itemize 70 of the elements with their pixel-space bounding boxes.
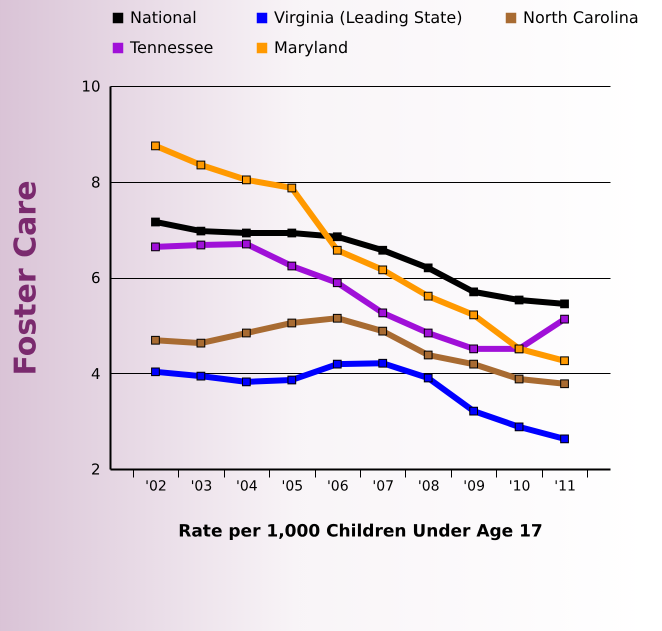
- point: [424, 264, 433, 272]
- point: [560, 434, 569, 444]
- point: [332, 232, 342, 242]
- point: [469, 360, 478, 369]
- point: [196, 226, 206, 236]
- point: [514, 374, 524, 384]
- x-tick-label: '03: [190, 478, 212, 494]
- point: [151, 367, 160, 376]
- legend-label: Tennessee: [129, 38, 214, 57]
- point: [196, 160, 206, 170]
- point: [424, 350, 433, 360]
- point: [514, 296, 524, 304]
- point: [287, 228, 296, 238]
- x-tick-label: '04: [236, 478, 258, 494]
- point: [151, 242, 160, 252]
- legend-label: National: [130, 8, 197, 27]
- point: [332, 246, 342, 255]
- point: [514, 422, 524, 432]
- x-tick-label: '09: [463, 478, 485, 494]
- point: [378, 246, 388, 255]
- legend-label: Virginia (Leading State): [274, 8, 463, 27]
- point: [378, 358, 388, 368]
- point: [332, 314, 342, 323]
- point: [242, 377, 251, 386]
- point: [560, 356, 569, 366]
- point: [332, 360, 342, 369]
- point: [469, 310, 478, 320]
- legend-label: Maryland: [274, 38, 348, 57]
- x-tick-label: '11: [554, 478, 576, 494]
- point: [196, 372, 206, 380]
- point: [469, 344, 478, 354]
- point: [378, 308, 388, 318]
- point: [196, 338, 206, 348]
- x-tick-label: '07: [372, 478, 394, 494]
- point: [242, 240, 251, 248]
- point: [242, 328, 251, 338]
- x-tick-label: '06: [326, 478, 349, 494]
- point: [560, 299, 569, 308]
- x-tick-label: '05: [281, 478, 304, 494]
- point: [151, 218, 160, 226]
- point: [287, 262, 296, 270]
- x-tick-label: '10: [508, 478, 530, 494]
- x-axis-title: Rate per 1,000 Children Under Age 17: [178, 522, 543, 542]
- point: [424, 374, 433, 382]
- point: [378, 326, 388, 336]
- point: [287, 318, 296, 328]
- point: [560, 379, 569, 388]
- point: [242, 228, 251, 238]
- point: [287, 184, 296, 192]
- point: [196, 240, 206, 250]
- point: [469, 287, 478, 296]
- x-tick-label: '02: [145, 478, 167, 494]
- point: [560, 314, 569, 324]
- point: [469, 406, 478, 416]
- y-tick-label: 6: [90, 269, 100, 287]
- point: [242, 175, 251, 184]
- y-tick-label: 8: [90, 173, 100, 192]
- x-tick-label: '08: [418, 478, 440, 494]
- point: [151, 336, 160, 345]
- y-axis-title: Foster Care: [8, 180, 44, 376]
- y-tick-label: 10: [81, 78, 100, 96]
- point: [151, 141, 160, 150]
- point: [378, 265, 388, 274]
- y-tick-label: 2: [90, 460, 100, 478]
- point: [332, 278, 342, 288]
- y-tick-label: 4: [90, 364, 100, 383]
- legend-label: North Carolina: [523, 8, 639, 27]
- point: [287, 376, 296, 384]
- point: [424, 328, 433, 338]
- point: [424, 292, 433, 301]
